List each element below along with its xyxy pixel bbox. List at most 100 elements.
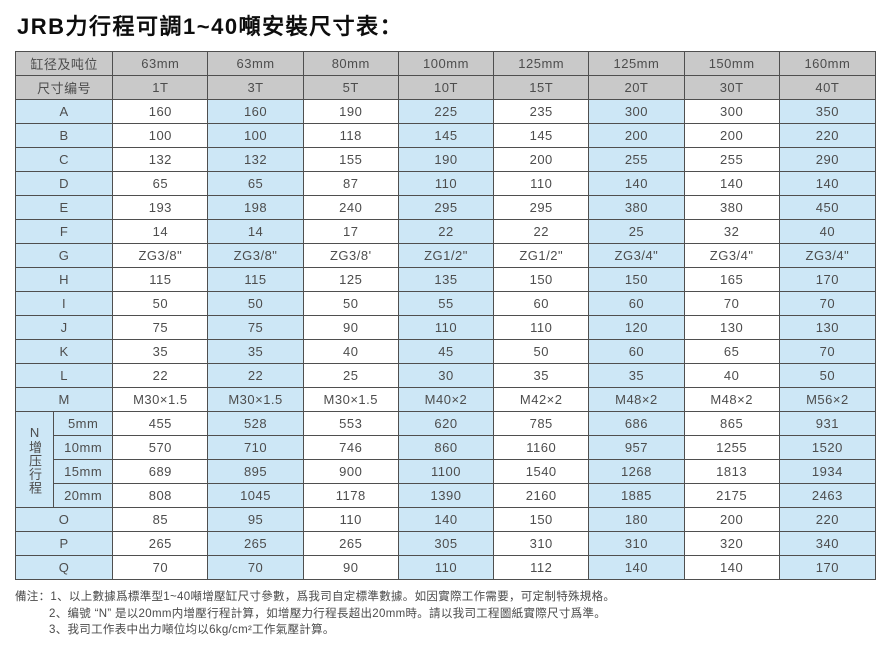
row-label: C xyxy=(14,147,114,172)
value-cell: 808 xyxy=(112,483,209,508)
header-tonnage-value: 40T xyxy=(778,75,877,100)
value-cell: M48×2 xyxy=(683,387,780,412)
note-text: 2、编號 “N” 是以20mm内增壓行程計算，如增壓力行程長超出20mm時。請以… xyxy=(49,607,607,620)
value-cell: ZG3/8" xyxy=(207,243,304,268)
value-cell: 135 xyxy=(397,267,495,292)
value-cell: M30×1.5 xyxy=(302,387,399,412)
value-cell: 115 xyxy=(207,267,304,292)
header-bore-value: 80mm xyxy=(302,51,399,76)
note-text: 1、以上數據爲標準型1~40噸增壓缸尺寸參數，爲我司自定標準數據。如因實際工作需… xyxy=(50,591,616,603)
header-bore-value: 63mm xyxy=(207,51,304,76)
n-stroke-label: 5mm xyxy=(53,411,114,436)
value-cell: 300 xyxy=(683,99,780,124)
value-cell: 220 xyxy=(778,123,877,148)
header-bore-value: 125mm xyxy=(588,51,685,76)
value-cell: 235 xyxy=(493,99,590,124)
value-cell: ZG3/8" xyxy=(112,243,209,268)
table-row: O 85 95 110 140 150 180 200 220 xyxy=(14,507,877,532)
value-cell: 35 xyxy=(588,363,685,388)
value-cell: 220 xyxy=(778,507,877,532)
value-cell: 200 xyxy=(683,507,780,532)
value-cell: 100 xyxy=(207,123,304,148)
table-row: D 65 65 87 110 110 140 140 140 xyxy=(14,171,877,196)
value-cell: 1390 xyxy=(397,483,495,508)
value-cell: 1885 xyxy=(588,483,685,508)
table-row: M M30×1.5 M30×1.5 M30×1.5 M40×2 M42×2 M48×2 M48… xyxy=(14,387,877,412)
value-cell: 240 xyxy=(302,195,399,220)
header-tonnage-value: 5T xyxy=(302,75,399,100)
value-cell: 290 xyxy=(778,147,877,172)
value-cell: 160 xyxy=(112,99,209,124)
value-cell: 50 xyxy=(778,363,877,388)
value-cell: 165 xyxy=(683,267,780,292)
note-line: 3、我司工作表中出力噸位均以6kg/cm²工作氣壓計算。 xyxy=(15,622,877,639)
value-cell: 50 xyxy=(112,291,209,316)
notes-prefix: 備注： xyxy=(15,591,51,603)
table-row: E 193 198 240 295 295 380 380 450 xyxy=(14,195,877,220)
value-cell: 132 xyxy=(112,147,209,172)
header-tonnage-value: 20T xyxy=(588,75,685,100)
row-label: A xyxy=(14,99,114,124)
value-cell: 140 xyxy=(588,171,685,196)
table-row: G ZG3/8" ZG3/8" ZG3/8' ZG1/2" ZG1/2" ZG3/4" ZG3… xyxy=(14,243,877,268)
value-cell: 300 xyxy=(588,99,685,124)
value-cell: 785 xyxy=(493,411,590,436)
value-cell: 25 xyxy=(302,363,399,388)
table-row: C 132 132 155 190 200 255 255 290 xyxy=(14,147,877,172)
catalog-page: JRB力行程可調1~40噸安裝尺寸表： 缸径及吨位 63mm 63mm 80mm 100… xyxy=(0,9,892,639)
header-tonnage-value: 1T xyxy=(112,75,209,100)
value-cell: 120 xyxy=(588,315,685,340)
header-tonnage-value: 3T xyxy=(207,75,304,100)
value-cell: 200 xyxy=(493,147,590,172)
value-cell: 45 xyxy=(397,339,495,364)
value-cell: 528 xyxy=(207,411,304,436)
value-cell: 70 xyxy=(683,291,780,316)
value-cell: 340 xyxy=(778,531,877,556)
value-cell: 87 xyxy=(302,171,399,196)
value-cell: 225 xyxy=(397,99,495,124)
value-cell: 860 xyxy=(397,435,495,460)
value-cell: 140 xyxy=(683,555,780,580)
header-bore-value: 100mm xyxy=(397,51,495,76)
value-cell: ZG1/2" xyxy=(397,243,495,268)
value-cell: 140 xyxy=(683,171,780,196)
value-cell: 110 xyxy=(493,171,590,196)
value-cell: 70 xyxy=(778,339,877,364)
value-cell: M56×2 xyxy=(778,387,877,412)
row-label: B xyxy=(14,123,114,148)
n-section-row: 15mm 689 895 900 1100 1540 1268 1813 1934 xyxy=(16,459,877,484)
row-label: H xyxy=(14,267,114,292)
n-section-row: 10mm 570 710 746 860 1160 957 1255 1520 xyxy=(16,435,877,460)
value-cell: 1045 xyxy=(207,483,304,508)
table-row: F 14 14 17 22 22 25 32 40 xyxy=(14,219,877,244)
row-label: P xyxy=(14,531,114,556)
table-row: K 35 35 40 45 50 60 65 70 xyxy=(14,339,877,364)
value-cell: 125 xyxy=(302,267,399,292)
value-cell: 30 xyxy=(397,363,495,388)
header-tonnage-value: 30T xyxy=(683,75,780,100)
value-cell: 150 xyxy=(493,267,590,292)
n-stroke-label: 15mm xyxy=(53,459,114,484)
value-cell: 265 xyxy=(207,531,304,556)
value-cell: 1934 xyxy=(778,459,877,484)
value-cell: 70 xyxy=(207,555,304,580)
value-cell: 32 xyxy=(683,219,780,244)
value-cell: 1160 xyxy=(493,435,590,460)
value-cell: 17 xyxy=(302,219,399,244)
value-cell: 900 xyxy=(302,459,399,484)
value-cell: 2463 xyxy=(778,483,877,508)
value-cell: 310 xyxy=(588,531,685,556)
row-label: J xyxy=(14,315,114,340)
value-cell: 380 xyxy=(588,195,685,220)
value-cell: 1268 xyxy=(588,459,685,484)
value-cell: 255 xyxy=(588,147,685,172)
value-cell: 140 xyxy=(588,555,685,580)
value-cell: 14 xyxy=(112,219,209,244)
value-cell: 60 xyxy=(588,339,685,364)
header-tonnage-value: 15T xyxy=(493,75,590,100)
value-cell: 320 xyxy=(683,531,780,556)
value-cell: 110 xyxy=(397,315,495,340)
table-row: P 265 265 265 305 310 310 320 340 xyxy=(14,531,877,556)
value-cell: 170 xyxy=(778,555,877,580)
value-cell: ZG3/4" xyxy=(588,243,685,268)
